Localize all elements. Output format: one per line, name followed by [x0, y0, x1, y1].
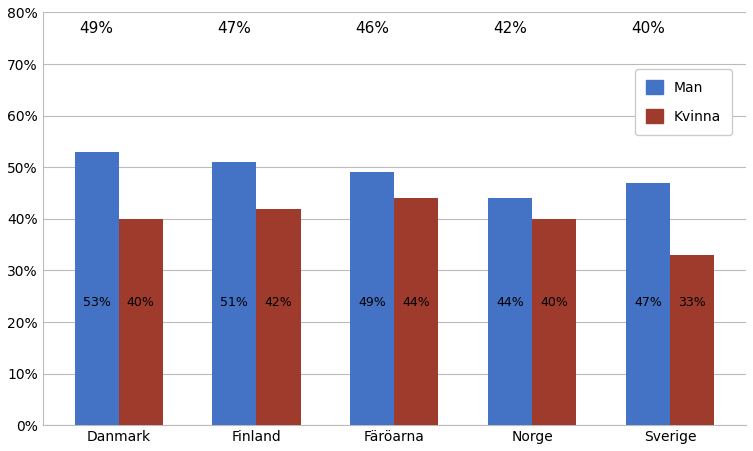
Bar: [257, 208, 300, 425]
Text: 46%: 46%: [355, 21, 389, 36]
Bar: [350, 172, 395, 425]
Text: 47%: 47%: [218, 21, 252, 36]
Text: 49%: 49%: [358, 296, 386, 309]
Bar: [75, 152, 119, 425]
Text: 44%: 44%: [496, 296, 524, 309]
Bar: [212, 162, 257, 425]
Text: 42%: 42%: [493, 21, 527, 36]
Text: 42%: 42%: [264, 296, 292, 309]
Bar: [532, 219, 576, 425]
Text: 53%: 53%: [83, 296, 111, 309]
Text: 40%: 40%: [540, 296, 568, 309]
Bar: [626, 183, 670, 425]
Text: 49%: 49%: [80, 21, 114, 36]
Bar: [670, 255, 714, 425]
Legend: Man, Kvinna: Man, Kvinna: [635, 69, 732, 135]
Bar: [395, 198, 438, 425]
Text: 40%: 40%: [631, 21, 665, 36]
Text: 51%: 51%: [221, 296, 248, 309]
Bar: [119, 219, 163, 425]
Text: 44%: 44%: [403, 296, 430, 309]
Text: 47%: 47%: [634, 296, 662, 309]
Text: 33%: 33%: [678, 296, 706, 309]
Text: 40%: 40%: [127, 296, 154, 309]
Bar: [488, 198, 532, 425]
